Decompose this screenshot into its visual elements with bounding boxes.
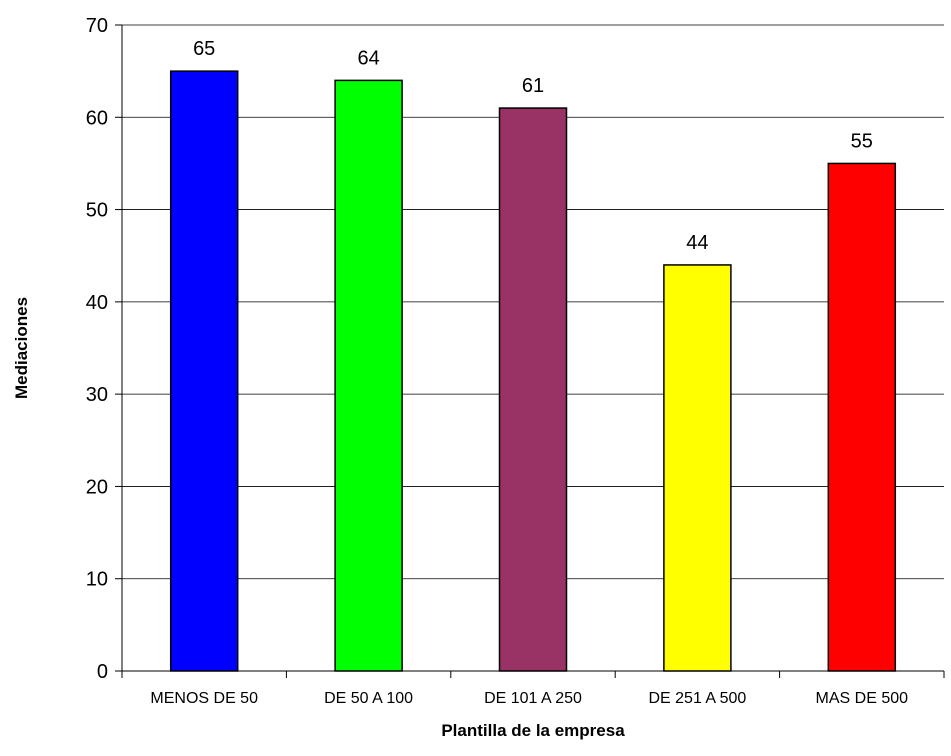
y-tick-labels: 0 10 20 30 40 50 60 70 bbox=[86, 15, 108, 683]
bars bbox=[169, 70, 897, 672]
y-tick-label: 40 bbox=[86, 292, 108, 314]
data-label: 64 bbox=[357, 47, 379, 69]
x-tick-label: DE 101 A 250 bbox=[484, 690, 582, 707]
x-axis-title: Plantilla de la empresa bbox=[441, 721, 625, 740]
x-tick-label: DE 251 A 500 bbox=[648, 690, 746, 707]
y-axis-title: Mediaciones bbox=[12, 297, 31, 399]
bar bbox=[827, 162, 897, 672]
y-tick-label: 20 bbox=[86, 476, 108, 498]
bar bbox=[334, 79, 403, 672]
y-tick-label: 0 bbox=[97, 661, 108, 683]
data-label: 61 bbox=[522, 75, 544, 97]
bar bbox=[169, 70, 239, 672]
x-tick-labels: MENOS DE 50 DE 50 A 100 DE 101 A 250 DE 251… bbox=[150, 690, 908, 707]
y-tick-label: 60 bbox=[86, 107, 108, 129]
y-tick-label: 10 bbox=[86, 569, 108, 591]
bar bbox=[663, 264, 732, 672]
x-tick-label: MAS DE 500 bbox=[816, 690, 909, 707]
x-tick-label: MENOS DE 50 bbox=[150, 690, 258, 707]
data-label: 65 bbox=[193, 38, 215, 60]
data-label: 44 bbox=[686, 232, 708, 254]
x-tick-label: DE 50 A 100 bbox=[324, 690, 413, 707]
data-label: 55 bbox=[851, 130, 873, 152]
y-tick-label: 70 bbox=[86, 15, 108, 37]
axes bbox=[115, 24, 945, 678]
data-labels: 65 64 61 44 55 bbox=[193, 38, 873, 254]
y-tick-label: 50 bbox=[86, 200, 108, 222]
bar bbox=[498, 107, 568, 672]
y-tick-label: 30 bbox=[86, 384, 108, 406]
